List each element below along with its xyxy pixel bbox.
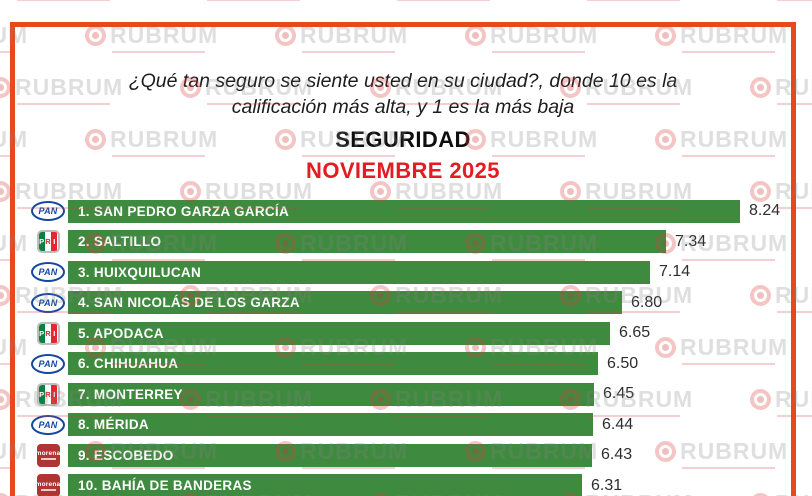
pan-logo-text: PAN bbox=[38, 358, 58, 369]
city-bar: 1. SAN PEDRO GARZA GARCÍA bbox=[68, 199, 740, 223]
ranking-row: morena 10. BAHÍA DE BANDERAS 6.31 bbox=[28, 471, 812, 496]
survey-question-line2: calificación más alta, y 1 es la más baj… bbox=[231, 96, 575, 118]
score-value: 6.43 bbox=[601, 446, 633, 464]
border-frame bbox=[10, 22, 796, 496]
pan-logo-text: PAN bbox=[38, 206, 58, 217]
party-logo-cell: PAN bbox=[28, 292, 68, 313]
ranking-row: PAN 6. CHIHUAHUA 6.50 bbox=[28, 349, 812, 380]
ranking-row: PAN 3. HUIXQUILUCAN 7.14 bbox=[28, 257, 812, 288]
score-value: 6.80 bbox=[631, 293, 663, 311]
rubrum-tagline-stripe bbox=[777, 0, 812, 1]
morena-logo-text: morena bbox=[35, 450, 61, 458]
party-logo-cell: PAN bbox=[28, 414, 68, 435]
city-label: 1. SAN PEDRO GARZA GARCÍA bbox=[78, 203, 290, 219]
ranking-row: morena 9. ESCOBEDO 6.43 bbox=[28, 440, 812, 471]
party-logo-cell: PAN bbox=[28, 353, 68, 374]
ranking-row: PAN 4. SAN NICOLÁS DE LOS GARZA 6.80 bbox=[28, 288, 812, 319]
city-label: 3. HUIXQUILUCAN bbox=[78, 264, 202, 280]
city-label: 9. ESCOBEDO bbox=[78, 447, 174, 463]
pan-logo-icon: PAN bbox=[31, 414, 65, 435]
city-label: 5. APODACA bbox=[78, 325, 164, 341]
pan-logo-icon: PAN bbox=[31, 262, 65, 283]
pan-logo-icon: PAN bbox=[31, 201, 65, 222]
rubrum-tagline-stripe bbox=[397, 0, 491, 1]
pan-logo-icon: PAN bbox=[31, 353, 65, 374]
score-value: 6.44 bbox=[602, 415, 634, 433]
pan-logo-text: PAN bbox=[38, 419, 58, 430]
rubrum-tagline-stripe bbox=[17, 0, 111, 1]
city-bar: 5. APODACA bbox=[68, 321, 610, 345]
score-value: 7.34 bbox=[675, 232, 707, 250]
city-label: 4. SAN NICOLÁS DE LOS GARZA bbox=[78, 295, 300, 311]
city-bar: 10. BAHÍA DE BANDERAS bbox=[68, 474, 582, 496]
pan-logo-icon: PAN bbox=[31, 292, 65, 313]
city-bar: 4. SAN NICOLÁS DE LOS GARZA bbox=[68, 291, 622, 315]
party-logo-cell: PAN bbox=[28, 201, 68, 222]
party-logo-cell: morena bbox=[28, 474, 68, 496]
rubrum-tagline-stripe bbox=[207, 0, 301, 1]
party-logo-cell: morena bbox=[28, 443, 68, 467]
ranking-row: PAN 8. MÉRIDA 6.44 bbox=[28, 410, 812, 441]
rubrum-tagline-stripe bbox=[587, 0, 681, 1]
city-bar: 9. ESCOBEDO bbox=[68, 443, 592, 467]
chart-title: SEGURIDAD bbox=[335, 127, 471, 152]
score-value: 6.45 bbox=[603, 385, 635, 403]
morena-logo-icon: morena bbox=[35, 474, 61, 496]
ranking-row: PAN 1. SAN PEDRO GARZA GARCÍA 8.24 bbox=[28, 196, 812, 227]
survey-question-line1: ¿Qué tan seguro se siente usted en su ci… bbox=[128, 70, 678, 92]
city-bar: 6. CHIHUAHUA bbox=[68, 352, 598, 376]
score-value: 6.31 bbox=[591, 476, 623, 494]
city-bar: 7. MONTERREY bbox=[68, 382, 594, 406]
morena-logo-text: morena bbox=[35, 480, 61, 488]
pan-logo-text: PAN bbox=[38, 267, 58, 278]
city-bar: 8. MÉRIDA bbox=[68, 413, 593, 437]
city-label: 8. MÉRIDA bbox=[78, 417, 149, 433]
party-logo-cell: PAN bbox=[28, 262, 68, 283]
city-label: 2. SALTILLO bbox=[78, 234, 162, 250]
score-value: 8.24 bbox=[749, 202, 781, 220]
chart-subtitle: NOVIEMBRE 2025 bbox=[306, 158, 500, 183]
city-label: 7. MONTERREY bbox=[78, 386, 183, 402]
score-value: 6.65 bbox=[619, 324, 651, 342]
score-value: 7.14 bbox=[659, 263, 691, 281]
city-bar: 3. HUIXQUILUCAN bbox=[68, 260, 650, 284]
city-label: 10. BAHÍA DE BANDERAS bbox=[78, 478, 252, 494]
score-value: 6.50 bbox=[607, 354, 639, 372]
pan-logo-text: PAN bbox=[38, 297, 58, 308]
city-label: 6. CHIHUAHUA bbox=[78, 356, 179, 372]
morena-logo-icon: morena bbox=[35, 443, 61, 467]
header: ¿Qué tan seguro se siente usted en su ci… bbox=[10, 68, 796, 184]
city-bar: 2. SALTILLO bbox=[68, 230, 666, 254]
